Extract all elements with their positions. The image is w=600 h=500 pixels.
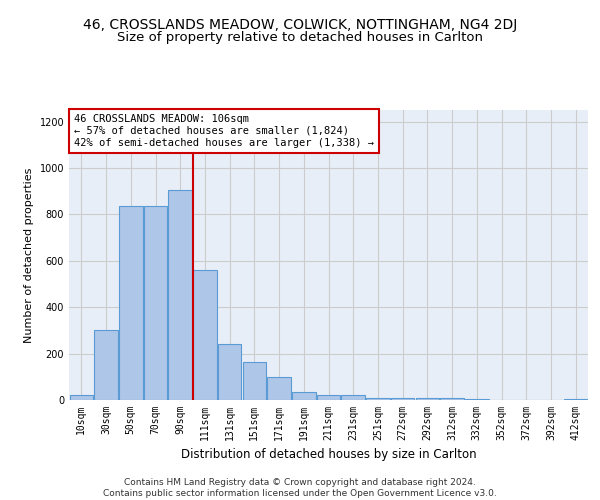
- Bar: [465, 399, 488, 400]
- Bar: [70, 396, 93, 400]
- Bar: [119, 206, 143, 400]
- Bar: [169, 190, 192, 400]
- Bar: [317, 396, 340, 400]
- Bar: [416, 398, 439, 400]
- X-axis label: Distribution of detached houses by size in Carlton: Distribution of detached houses by size …: [181, 448, 476, 462]
- Text: 46, CROSSLANDS MEADOW, COLWICK, NOTTINGHAM, NG4 2DJ: 46, CROSSLANDS MEADOW, COLWICK, NOTTINGH…: [83, 18, 517, 32]
- Bar: [391, 398, 415, 400]
- Text: Size of property relative to detached houses in Carlton: Size of property relative to detached ho…: [117, 31, 483, 44]
- Text: Contains HM Land Registry data © Crown copyright and database right 2024.
Contai: Contains HM Land Registry data © Crown c…: [103, 478, 497, 498]
- Bar: [564, 399, 587, 400]
- Bar: [193, 270, 217, 400]
- Bar: [94, 330, 118, 400]
- Bar: [218, 344, 241, 400]
- Y-axis label: Number of detached properties: Number of detached properties: [24, 168, 34, 342]
- Bar: [440, 398, 464, 400]
- Bar: [366, 398, 389, 400]
- Bar: [144, 206, 167, 400]
- Bar: [242, 362, 266, 400]
- Bar: [292, 392, 316, 400]
- Text: 46 CROSSLANDS MEADOW: 106sqm
← 57% of detached houses are smaller (1,824)
42% of: 46 CROSSLANDS MEADOW: 106sqm ← 57% of de…: [74, 114, 374, 148]
- Bar: [341, 396, 365, 400]
- Bar: [268, 377, 291, 400]
